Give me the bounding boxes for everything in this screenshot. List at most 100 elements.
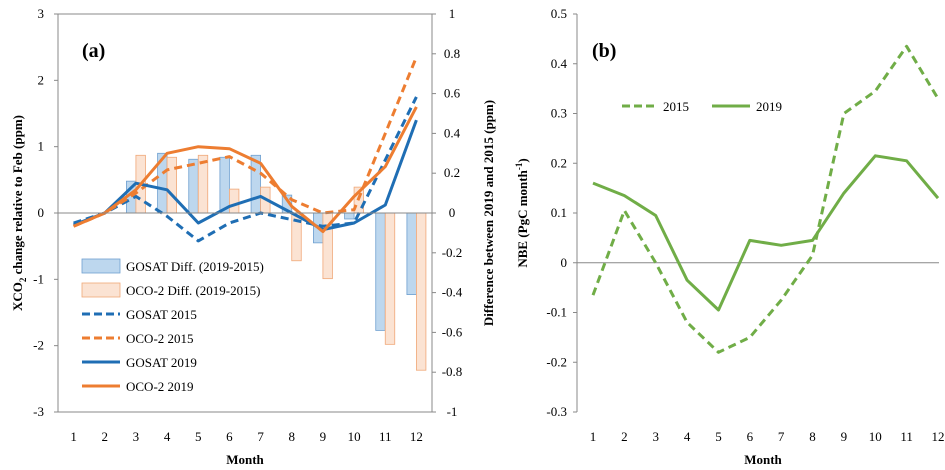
a-right-tick-label: 0	[449, 205, 456, 220]
a-x-tick-label: 10	[348, 429, 361, 444]
b-x-tick-label: 8	[809, 429, 816, 444]
a-legend-label: OCO-2 Diff. (2019-2015)	[126, 283, 260, 298]
panel-a-axes	[57, 13, 433, 413]
a-legend-label: OCO-2 2015	[126, 331, 194, 346]
b-y-tick-label: 0.1	[551, 205, 567, 220]
panel-a-ylabel-right: Difference between 2019 and 2015 (ppm)	[481, 100, 496, 326]
panel-a-chart: -3-2-10123-1-0.8-0.6-0.4-0.200.20.40.60.…	[10, 6, 496, 467]
a-right-tick-label: 0.2	[444, 165, 460, 180]
a-bar-oco2-diff	[197, 154, 209, 214]
a-x-tick-label: 2	[102, 429, 109, 444]
b-x-tick-label: 7	[778, 429, 785, 444]
b-y-tick-label: -0.3	[546, 404, 567, 419]
b-x-tick-label: 9	[841, 429, 848, 444]
a-x-tick-label: 9	[320, 429, 327, 444]
a-bar-gosat-diff	[375, 212, 386, 331]
a-left-tick-label: -3	[33, 404, 44, 419]
b-y-tick-label: -0.2	[546, 354, 567, 369]
a-bar-gosat-diff	[219, 156, 230, 214]
panel-b-axes	[576, 14, 939, 412]
a-bar-oco2-diff	[229, 188, 240, 214]
panel-b-ticks: -0.3-0.2-0.100.10.20.30.40.51 2 3 4 5 6 7 8 9 10 1…	[546, 6, 944, 444]
a-right-tick-label: -0.4	[442, 285, 463, 300]
panel-a-lines	[73, 56, 418, 243]
ylabel-left-main: XCO	[10, 282, 25, 311]
b-legend-label: 2019	[756, 99, 782, 114]
b-y-tick-label: 0.5	[551, 6, 567, 21]
b-y-tick-label: -0.1	[546, 305, 567, 320]
ylabel-b-end: )	[515, 158, 530, 162]
b-line-2015	[591, 44, 940, 354]
a-left-tick-label: 0	[38, 205, 45, 220]
a-line-oco-2-2015	[73, 56, 418, 228]
b-x-tick-label: 3	[652, 429, 659, 444]
a-right-tick-label: 1	[449, 6, 456, 21]
b-x-tick-label: 2	[621, 429, 628, 444]
panel-b-ylabel: NBE (PgC month-1)	[514, 158, 530, 267]
b-x-tick-label: 6	[747, 429, 754, 444]
b-x-tick-label: 1	[590, 429, 597, 444]
a-legend-swatch	[81, 258, 121, 274]
ylabel-left-sub: 2	[18, 277, 28, 282]
ylabel-b-sup: -1	[514, 162, 524, 170]
a-left-tick-label: -1	[33, 271, 44, 286]
a-x-tick-label: 4	[164, 429, 171, 444]
a-left-tick-label: -2	[33, 338, 44, 353]
b-line-2019	[592, 154, 940, 312]
a-x-tick-label: 1	[70, 429, 77, 444]
a-x-tick-label: 12	[410, 429, 423, 444]
a-bar-gosat-diff	[188, 158, 199, 214]
b-y-tick-label: 0	[561, 255, 568, 270]
panel-a-legend: GOSAT Diff. (2019-2015) OCO-2 Diff. (2019…	[81, 258, 264, 394]
a-right-tick-label: -1	[447, 404, 458, 419]
panel-a-xlabel: Month	[226, 452, 264, 467]
panel-b-chart: -0.3-0.2-0.100.10.20.30.40.51 2 3 4 5 6 7 8 9 10 1…	[514, 6, 945, 467]
a-line-oco-2-2019	[73, 106, 418, 234]
a-x-tick-label: 6	[226, 429, 233, 444]
a-bar-gosat-diff	[406, 212, 417, 295]
a-legend-label: GOSAT Diff. (2019-2015)	[126, 259, 264, 274]
a-legend-swatch	[81, 282, 121, 298]
panel-b-lines	[591, 44, 940, 354]
b-x-tick-label: 4	[684, 429, 691, 444]
panel-a-label: (a)	[82, 40, 105, 62]
panel-b-xlabel: Month	[744, 452, 782, 467]
panel-b-label: (b)	[592, 40, 616, 62]
a-line-gosat-2019	[73, 119, 418, 232]
a-x-tick-label: 8	[289, 429, 296, 444]
b-x-tick-label: 12	[932, 429, 945, 444]
a-right-tick-label: -0.8	[442, 364, 463, 379]
ylabel-b-main: NBE (PgC month	[515, 169, 530, 267]
a-left-tick-label: 3	[38, 6, 45, 21]
a-right-tick-label: 0.6	[444, 86, 461, 101]
a-legend-label: GOSAT 2019	[126, 355, 197, 370]
a-bar-gosat-diff	[344, 212, 355, 220]
a-legend-label: OCO-2 2019	[126, 379, 194, 394]
a-bar-oco2-diff	[384, 212, 396, 345]
a-bar-oco2-diff	[416, 212, 427, 371]
a-x-tick-label: 3	[133, 429, 140, 444]
a-bar-oco2-diff	[166, 156, 177, 214]
panel-a-ticks: -3-2-10123-1-0.8-0.6-0.4-0.200.20.40.60.…	[33, 6, 463, 444]
a-right-tick-label: -0.2	[442, 245, 463, 260]
a-x-tick-label: 5	[195, 429, 202, 444]
a-x-tick-label: 7	[257, 429, 264, 444]
b-x-tick-label: 10	[869, 429, 882, 444]
a-right-tick-label: -0.6	[442, 324, 463, 339]
b-y-tick-label: 0.4	[551, 56, 568, 71]
a-left-tick-label: 1	[38, 139, 45, 154]
b-x-tick-label: 11	[900, 429, 913, 444]
a-left-tick-label: 2	[38, 72, 45, 87]
panel-b-legend: 2015 2019	[622, 99, 782, 114]
b-legend-label: 2015	[663, 99, 689, 114]
panel-a-ylabel-left: XCO2 change relative to Feb (ppm)	[10, 115, 28, 311]
b-y-tick-label: 0.3	[551, 106, 567, 121]
a-right-tick-label: 0.8	[444, 46, 460, 61]
a-x-tick-label: 11	[379, 429, 392, 444]
b-x-tick-label: 5	[715, 429, 722, 444]
a-right-tick-label: 0.4	[444, 125, 461, 140]
b-y-tick-label: 0.2	[551, 155, 567, 170]
a-legend-label: GOSAT 2015	[126, 307, 197, 322]
ylabel-left-rest: change relative to Feb (ppm)	[10, 115, 25, 278]
